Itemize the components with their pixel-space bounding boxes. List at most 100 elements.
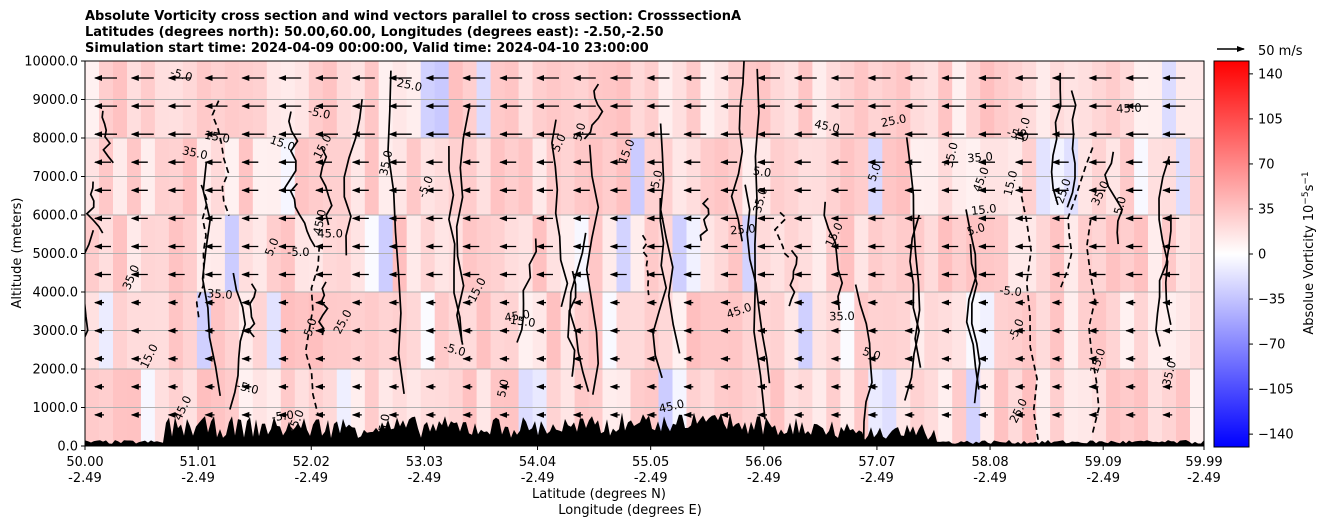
y-axis-ticks: 0.0 1000.0 2000.0 3000.0 4000.0 5000.0 6000.0 7… — [24, 55, 85, 455]
contour-label: -5.0 — [307, 104, 332, 122]
title-line-1: Absolute Vorticity cross section and win… — [85, 9, 742, 24]
y-tick-label: 6000.0 — [33, 209, 79, 224]
contour-label: 35.0 — [829, 309, 855, 323]
contour-line — [455, 108, 470, 345]
contour-label: 35.0 — [207, 286, 234, 302]
y-tick-label: 2000.0 — [33, 363, 79, 378]
contour-labels: 15.035.045.045.0-5.025.0-5.035.0-5.025.0… — [119, 65, 1179, 440]
contour-line — [788, 249, 798, 307]
contour-line — [317, 281, 329, 336]
y-tick-label: 7000.0 — [33, 170, 79, 185]
contour-line-negative — [195, 184, 209, 320]
vorticity-contours — [85, 61, 1172, 444]
contour-line — [1066, 90, 1077, 208]
contour-line — [289, 182, 316, 248]
contour-label: 45.0 — [657, 396, 685, 415]
contour-label: -5.0 — [287, 245, 309, 259]
colorbar-tick-label: 35 — [1258, 202, 1275, 217]
x-tick-label-lon: -2.49 — [747, 471, 781, 486]
contour-line — [247, 283, 257, 338]
contour-label: 35.0 — [181, 143, 209, 162]
contour-label: 15.0 — [970, 201, 997, 218]
contour-line-negative — [773, 211, 791, 260]
title-line-3: Simulation start time: 2024-04-09 00:00:… — [85, 41, 649, 56]
contour-label: 5.0 — [570, 121, 588, 142]
colorbar-tick-label: 140 — [1258, 67, 1283, 82]
x-tick-label-lat: 54.04 — [519, 455, 556, 470]
y-axis-label: Altitude (meters) — [10, 198, 25, 309]
colorbar-tick-label: 70 — [1258, 157, 1275, 172]
contour-line — [85, 229, 95, 339]
contour-label: 15.0 — [203, 128, 231, 146]
contour-label: 15.0 — [1001, 169, 1021, 197]
terrain — [85, 412, 1204, 446]
contour-label: 5.0 — [1111, 195, 1129, 216]
contour-label: 45.0 — [317, 227, 343, 241]
colorbar-tick-label: −70 — [1258, 338, 1285, 353]
x-tick-label-lon: -2.49 — [860, 471, 894, 486]
contour-line — [516, 238, 538, 343]
x-tick-label-lon: -2.49 — [68, 471, 102, 486]
x-axis-label-lat: Latitude (degrees N) — [532, 487, 666, 502]
contour-line — [85, 181, 104, 234]
chart-title: Absolute Vorticity cross section and win… — [85, 9, 741, 57]
x-tick-label-lon: -2.49 — [294, 471, 328, 486]
contour-label: -5.0 — [235, 378, 260, 397]
y-tick-label: 4000.0 — [33, 286, 79, 301]
y-tick-label: 1000.0 — [33, 401, 79, 416]
x-tick-label-lat: 59.99 — [1185, 455, 1222, 470]
x-tick-label-lon: -2.49 — [1086, 471, 1120, 486]
contour-label: 25.0 — [396, 75, 424, 94]
contour-label: 45.0 — [310, 208, 329, 236]
contour-line — [583, 83, 604, 140]
contour-line — [387, 70, 405, 395]
contour-label: -5.0 — [1005, 125, 1030, 145]
x-tick-label-lat: 51.01 — [180, 455, 217, 470]
contour-line — [282, 111, 299, 191]
contour-line — [965, 209, 980, 390]
contour-label: 45.0 — [503, 307, 530, 325]
contour-line-negative — [1085, 219, 1100, 436]
colorbar-tick-label: 105 — [1258, 112, 1283, 127]
contour-label: 15.0 — [509, 313, 536, 330]
colorbar-tick-label: −35 — [1258, 293, 1285, 308]
contour-label: 5.0 — [965, 220, 987, 239]
contour-label: 25.0 — [880, 111, 908, 130]
contour-label: 35.0 — [376, 149, 395, 177]
wind-vectors — [94, 75, 1186, 418]
contour-line — [229, 272, 247, 410]
y-tick-label: 0.0 — [57, 440, 78, 455]
contour-line — [585, 144, 600, 395]
contour-label: -5.0 — [169, 65, 194, 84]
contour-label: 5.0 — [262, 236, 282, 258]
colorbar — [1213, 60, 1250, 448]
y-tick-label: 10000.0 — [24, 55, 78, 70]
x-tick-label-lon: -2.49 — [973, 471, 1007, 486]
colorbar-ticks: 140 105 70 35 0 −35 −70 −105 −140 — [1249, 67, 1294, 443]
y-tick-label: 9000.0 — [33, 93, 79, 108]
contour-label: 35.0 — [941, 141, 960, 169]
contour-line — [699, 197, 710, 241]
contour-line-negative — [1018, 186, 1040, 444]
y-tick-label: 8000.0 — [33, 132, 79, 147]
colorbar-label: Absolue Vorticity 10−5s−1 — [1301, 171, 1317, 334]
contour-line — [652, 198, 668, 379]
contour-label: 35.0 — [967, 149, 994, 165]
contour-line — [551, 119, 569, 308]
title-line-2: Latitudes (degrees north): 50.00,60.00, … — [85, 25, 664, 40]
y-tick-label: 3000.0 — [33, 324, 79, 339]
contour-label: 5.0 — [648, 169, 666, 190]
contour-label: 35.0 — [750, 186, 770, 214]
colorbar-tick-label: −140 — [1258, 428, 1294, 443]
colorbar-tick-label: 0 — [1258, 248, 1266, 263]
contour-line — [854, 284, 873, 442]
contour-line — [448, 145, 463, 342]
x-tick-label-lat: 56.06 — [745, 455, 782, 470]
x-tick-label-lat: 58.08 — [971, 455, 1008, 470]
contour-line-negative — [641, 234, 650, 296]
contour-line — [1050, 72, 1062, 206]
contour-label: 45.0 — [1116, 101, 1142, 116]
x-tick-label-lat: 55.05 — [632, 455, 669, 470]
x-tick-label-lat: 52.02 — [293, 455, 330, 470]
